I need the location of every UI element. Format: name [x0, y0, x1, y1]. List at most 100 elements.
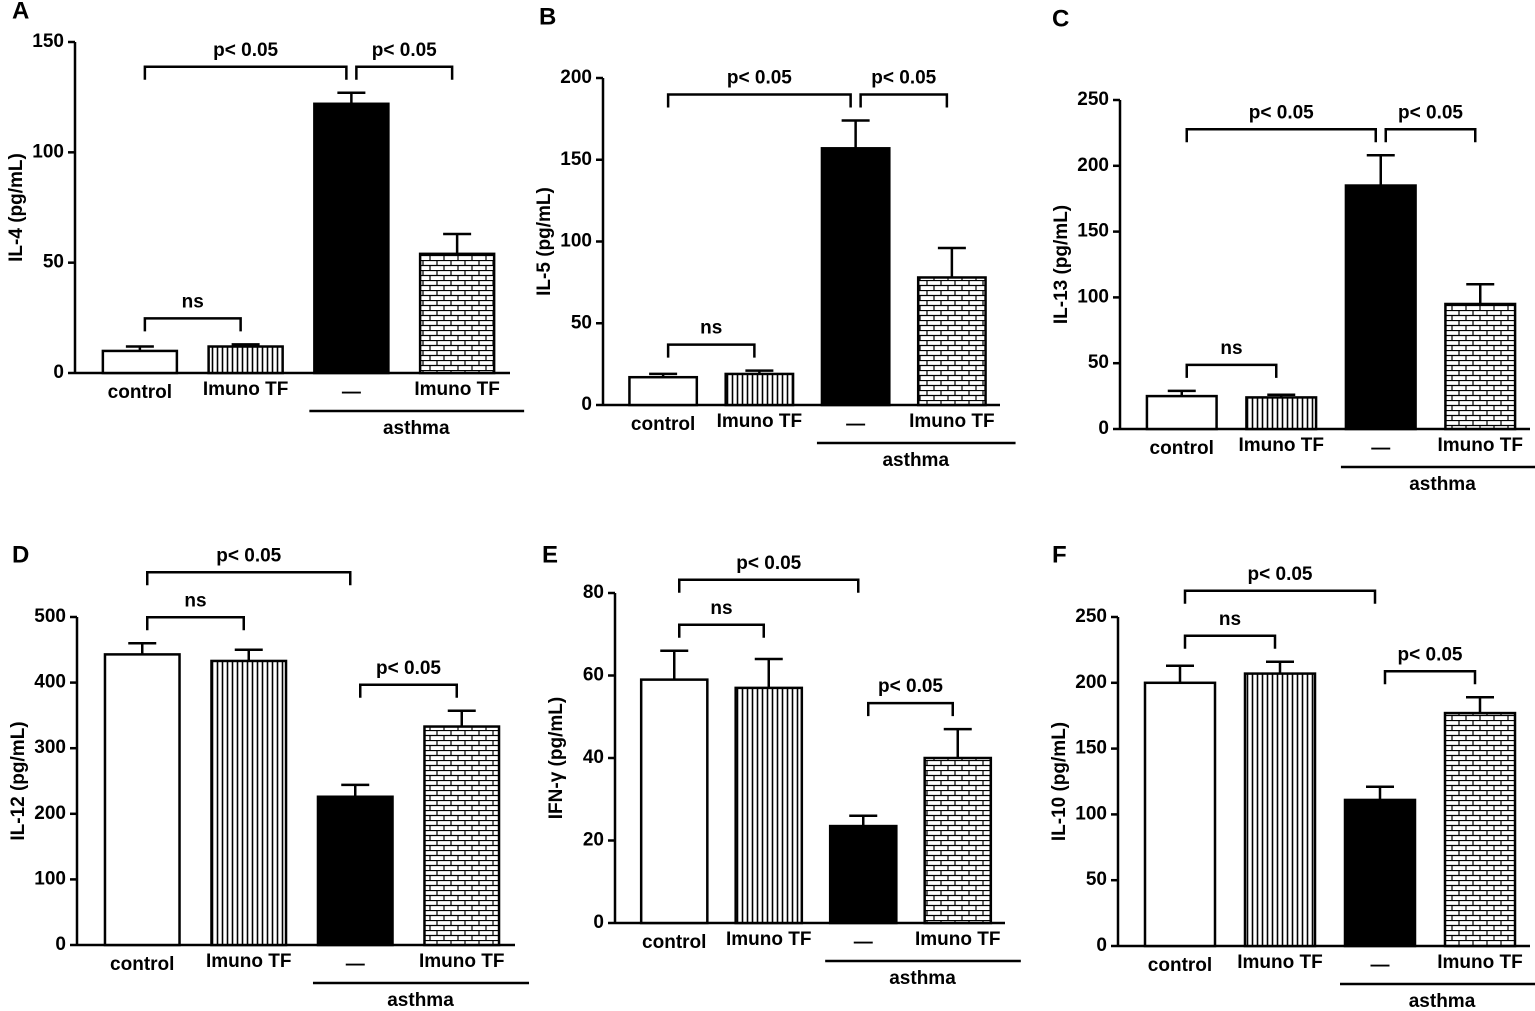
significance-label: p< 0.05: [1398, 102, 1463, 123]
y-axis-label: IL-4 (pg/mL): [6, 153, 27, 262]
x-tick-label: Imuno TF: [717, 411, 802, 432]
x-tick-label: Imuno TF: [1438, 435, 1523, 456]
group-label: asthma: [882, 450, 949, 471]
y-tick-label: 100: [560, 231, 592, 252]
x-tick-label: Imuno TF: [419, 951, 504, 972]
x-tick-label: control: [1148, 955, 1212, 976]
significance-label: p< 0.05: [376, 658, 441, 679]
y-tick-label: 50: [43, 252, 64, 273]
x-tick-label: —: [346, 954, 365, 975]
significance-label: p< 0.05: [216, 545, 281, 566]
error-bar: [341, 783, 370, 797]
error-bar: [447, 709, 476, 727]
error-bar: [1366, 154, 1395, 186]
significance-label: p< 0.05: [871, 68, 936, 89]
significance-bracket: [678, 623, 765, 638]
bar: [210, 659, 288, 947]
error-bar: [1366, 785, 1394, 800]
significance-bracket: [859, 93, 949, 108]
error-bar: [943, 727, 972, 758]
significance-bracket: [1383, 670, 1477, 685]
x-tick-label: —: [854, 932, 873, 953]
error-bar: [1266, 660, 1294, 674]
error-bar: [125, 345, 154, 351]
y-tick-label: 20: [583, 830, 604, 851]
error-bar: [1167, 389, 1196, 397]
significance-label: p< 0.05: [878, 676, 943, 697]
x-tick-label: Imuno TF: [1237, 952, 1322, 973]
y-axis-label: IFN-γ (pg/mL): [546, 697, 567, 819]
y-axis-label: IL-12 (pg/mL): [8, 721, 29, 840]
bar: [103, 653, 181, 947]
y-tick-label: 50: [1088, 352, 1109, 373]
y-tick-label: 500: [34, 606, 66, 627]
significance-bracket: [1384, 128, 1477, 143]
significance-label: ns: [700, 318, 722, 339]
x-tick-label: Imuno TF: [203, 379, 288, 400]
significance-bracket: [1185, 128, 1377, 143]
error-bar: [660, 649, 689, 680]
y-tick-label: 200: [1075, 672, 1107, 693]
y-tick-label: 60: [583, 665, 604, 686]
x-tick-label: Imuno TF: [206, 951, 291, 972]
significance-bracket: [146, 615, 245, 631]
significance-bracket: [867, 701, 954, 717]
y-tick-label: 0: [55, 934, 66, 955]
y-tick-label: 100: [32, 141, 64, 162]
significance-label: ns: [184, 590, 206, 611]
y-tick-label: 150: [560, 149, 592, 170]
error-bar: [128, 641, 157, 655]
y-tick-label: 200: [34, 803, 66, 824]
error-bar: [234, 648, 263, 661]
x-tick-label: Imuno TF: [1239, 435, 1324, 456]
bar: [1245, 396, 1318, 431]
bar: [916, 276, 987, 407]
panel-label: C: [1052, 5, 1069, 32]
y-tick-label: 0: [53, 362, 64, 383]
x-tick-label: control: [631, 414, 695, 435]
bar: [828, 824, 898, 925]
x-tick-label: —: [846, 414, 865, 435]
x-tick-label: Imuno TF: [909, 411, 994, 432]
x-tick-label: control: [1150, 438, 1214, 459]
y-tick-label: 200: [560, 67, 592, 88]
bar: [1343, 798, 1417, 948]
group-label: asthma: [889, 968, 956, 989]
y-tick-label: 300: [34, 737, 66, 758]
error-bar: [231, 343, 260, 347]
x-tick-label: Imuno TF: [726, 929, 811, 950]
x-tick-label: Imuno TF: [1437, 952, 1522, 973]
x-tick-label: control: [108, 382, 172, 403]
y-tick-label: 150: [32, 31, 64, 52]
group-label: asthma: [387, 990, 454, 1011]
bar: [820, 147, 891, 407]
y-tick-label: 100: [34, 868, 66, 889]
y-tick-label: 250: [1077, 89, 1109, 110]
bar: [1243, 672, 1317, 948]
significance-label: ns: [1220, 338, 1242, 359]
significance-bracket: [143, 317, 242, 332]
y-axis-label: IL-13 (pg/mL): [1051, 205, 1072, 324]
bar: [1143, 681, 1217, 948]
error-bar: [649, 372, 678, 378]
y-tick-label: 100: [1077, 286, 1109, 307]
y-tick-label: 150: [1077, 221, 1109, 242]
bar: [1443, 711, 1517, 948]
group-label: asthma: [383, 418, 450, 439]
bar: [207, 345, 284, 375]
significance-label: ns: [182, 291, 204, 312]
x-tick-label: control: [642, 932, 706, 953]
bar: [101, 349, 179, 375]
bar: [1444, 302, 1517, 431]
significance-label: ns: [1219, 609, 1241, 630]
bar: [418, 252, 496, 375]
significance-label: p< 0.05: [736, 553, 801, 574]
bar: [313, 102, 390, 375]
significance-label: p< 0.05: [213, 40, 278, 61]
group-label: asthma: [1409, 474, 1476, 495]
x-tick-label: control: [110, 954, 174, 975]
error-bar: [1466, 696, 1494, 714]
group-label: asthma: [1409, 991, 1476, 1011]
significance-bracket: [355, 65, 454, 80]
y-tick-label: 50: [1086, 869, 1107, 890]
